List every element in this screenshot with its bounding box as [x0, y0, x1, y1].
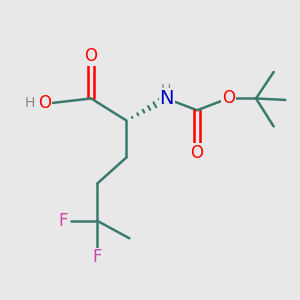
- Text: H: H: [161, 82, 171, 97]
- Text: O: O: [38, 94, 51, 112]
- Text: O: O: [222, 89, 235, 107]
- Text: H: H: [24, 96, 34, 110]
- Text: F: F: [92, 248, 102, 266]
- Text: N: N: [160, 89, 174, 108]
- Text: O: O: [190, 144, 204, 162]
- Text: O: O: [85, 47, 98, 65]
- Text: F: F: [58, 212, 68, 230]
